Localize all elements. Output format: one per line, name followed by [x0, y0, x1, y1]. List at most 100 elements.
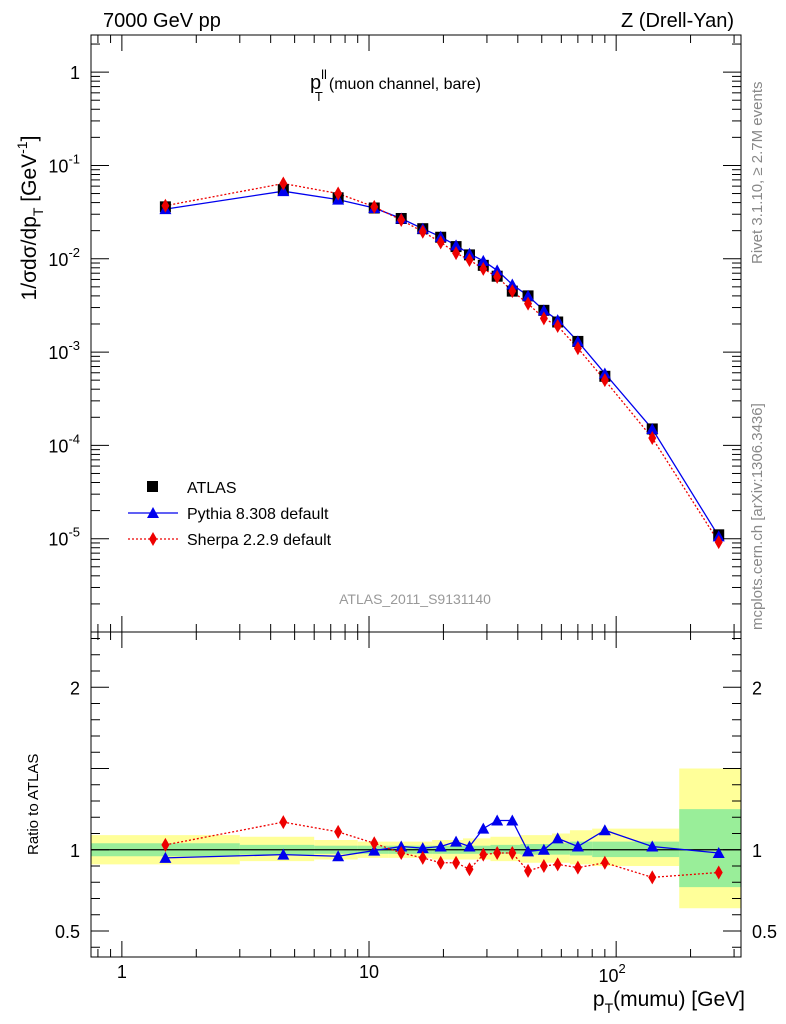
ratio-point-triangle	[571, 840, 584, 852]
ratio-point-diamond	[418, 850, 427, 865]
ratio-point-triangle	[712, 847, 725, 858]
source-label: mcplots.cern.ch [arXiv:1306.3436]	[749, 403, 766, 630]
main-point-diamond	[436, 235, 445, 250]
ratio-frame	[90, 631, 742, 958]
legend-pythia-marker	[147, 507, 159, 518]
main-y-tick-label: 10-4	[48, 431, 80, 456]
ratio-point-diamond	[573, 860, 582, 875]
header-left: 7000 GeV pp	[103, 10, 221, 32]
ratio-xlabel-p: p	[593, 988, 605, 1011]
header-right: Z (Drell-Yan)	[621, 10, 734, 32]
ratio-bands	[91, 768, 741, 909]
main-point-diamond	[714, 535, 723, 550]
ratio-y-tick-label: 0.5	[55, 922, 80, 942]
ratio-point-triangle	[416, 842, 429, 854]
ratio-point-diamond	[452, 855, 461, 870]
rivet-label: Rivet 3.1.10, ≥ 2.7M events	[749, 82, 766, 265]
main-point-diamond	[397, 213, 406, 228]
ratio-point-diamond	[539, 859, 548, 873]
main-point-diamond	[465, 252, 474, 267]
ratio-y-tick-label-right: 1	[752, 841, 762, 861]
ratio-point-triangle	[491, 814, 504, 826]
main-point-triangle	[537, 304, 550, 316]
main-point-diamond	[493, 269, 502, 284]
ratio-point-diamond	[334, 824, 343, 839]
ratio-point-diamond	[524, 863, 533, 878]
main-point-diamond	[524, 296, 533, 311]
main-y-tick-label: 10-1	[48, 151, 80, 176]
ratio-xlabel-sub: T	[605, 1000, 614, 1016]
ratio-marks	[91, 768, 741, 909]
main-point-triangle	[450, 239, 463, 251]
ratio-point-triangle	[434, 840, 447, 852]
ratio-y-tick-label: 2	[70, 678, 80, 698]
ratio-point-diamond	[465, 862, 474, 877]
ratio-point-triangle	[522, 845, 535, 857]
main-point-triangle	[598, 367, 611, 379]
main-y-tick-label: 1	[70, 63, 80, 83]
ratio-point-diamond	[370, 836, 379, 851]
main-point-diamond	[508, 284, 517, 299]
analysis-id: ATLAS_2011_S9131140	[339, 591, 491, 607]
ratio-point-triangle	[450, 835, 463, 847]
ratio-point-triangle	[332, 850, 345, 862]
main-point-triangle	[477, 254, 490, 266]
ratio-stat-uncertainty-band	[551, 843, 570, 855]
ratio-y-tick-label-right: 2	[752, 678, 762, 698]
ratio-x-tick-label: 1	[117, 962, 127, 982]
ratio-point-triangle	[477, 822, 490, 834]
main-y-tick-label: 10-2	[48, 245, 80, 270]
legend-pythia-label: Pythia 8.308 default	[187, 506, 329, 523]
ratio-axes: 1 10 102 0.5 0.5 1 1 2 2	[55, 632, 777, 986]
main-point-diamond	[161, 198, 170, 213]
main-point-triangle	[646, 422, 659, 434]
main-point-triangle	[506, 278, 519, 290]
ratio-point-diamond	[161, 837, 170, 852]
ratio-xlabel-rest: (mumu) [GeV]	[613, 988, 745, 1011]
ratio-point-triangle	[463, 840, 476, 852]
ratio-x-tick-label: 10	[359, 962, 379, 982]
ratio-point-triangle	[646, 840, 659, 852]
main-y-tick-label: 10-5	[48, 525, 80, 550]
main-point-triangle	[277, 185, 290, 197]
ratio-y-tick-label: 1	[70, 841, 80, 861]
legend-atlas-marker	[147, 481, 158, 492]
main-point-diamond	[452, 246, 461, 261]
ratio-point-diamond	[397, 846, 406, 860]
main-ylabel: 1/σdσ/dpT [GeV-1]	[14, 136, 46, 301]
main-point-triangle	[522, 289, 535, 301]
ratio-point-triangle	[598, 824, 611, 836]
main-point-diamond	[279, 176, 288, 191]
main-panel: 1 10-1 10-2 10-3 10-4 10-5 pll T (muon channel,…	[14, 34, 742, 633]
main-point-diamond	[573, 341, 582, 356]
main-point-diamond	[553, 319, 562, 334]
main-point-diamond	[479, 261, 488, 276]
ratio-point-diamond	[493, 846, 502, 860]
legend-sherpa-label: Sherpa 2.2.9 default	[187, 532, 332, 549]
ratio-panel: 1 10 102 0.5 0.5 1 1 2 2 Ratio to ATLAS pT(mumu)…	[25, 631, 777, 1016]
legend-sherpa-marker	[149, 532, 157, 546]
main-y-tick-label: 10-3	[48, 338, 80, 363]
ratio-point-triangle	[551, 832, 564, 844]
main-point-diamond	[648, 430, 657, 445]
main-point-diamond	[418, 224, 427, 239]
main-point-diamond	[600, 373, 609, 388]
ratio-point-diamond	[714, 865, 723, 880]
ratio-point-diamond	[553, 857, 562, 872]
main-title-sub: T	[315, 89, 323, 104]
ratio-point-triangle	[537, 843, 550, 855]
main-title-p: p	[310, 72, 321, 94]
ratio-point-diamond	[279, 815, 288, 830]
ratio-point-triangle	[277, 848, 290, 860]
ratio-point-diamond	[600, 855, 609, 870]
ratio-point-diamond	[436, 855, 445, 870]
ratio-point-diamond	[648, 870, 657, 885]
ratio-x-tick-label: 102	[599, 961, 626, 986]
ratio-xlabel: pT(mumu) [GeV]	[593, 988, 745, 1016]
legend: ATLAS Pythia 8.308 default Sherpa 2.2.9 …	[128, 480, 332, 549]
main-marks	[159, 176, 725, 550]
main-point-triangle	[571, 335, 584, 347]
main-axes: 1 10-1 10-2 10-3 10-4 10-5	[48, 35, 741, 633]
legend-atlas-label: ATLAS	[187, 480, 237, 497]
